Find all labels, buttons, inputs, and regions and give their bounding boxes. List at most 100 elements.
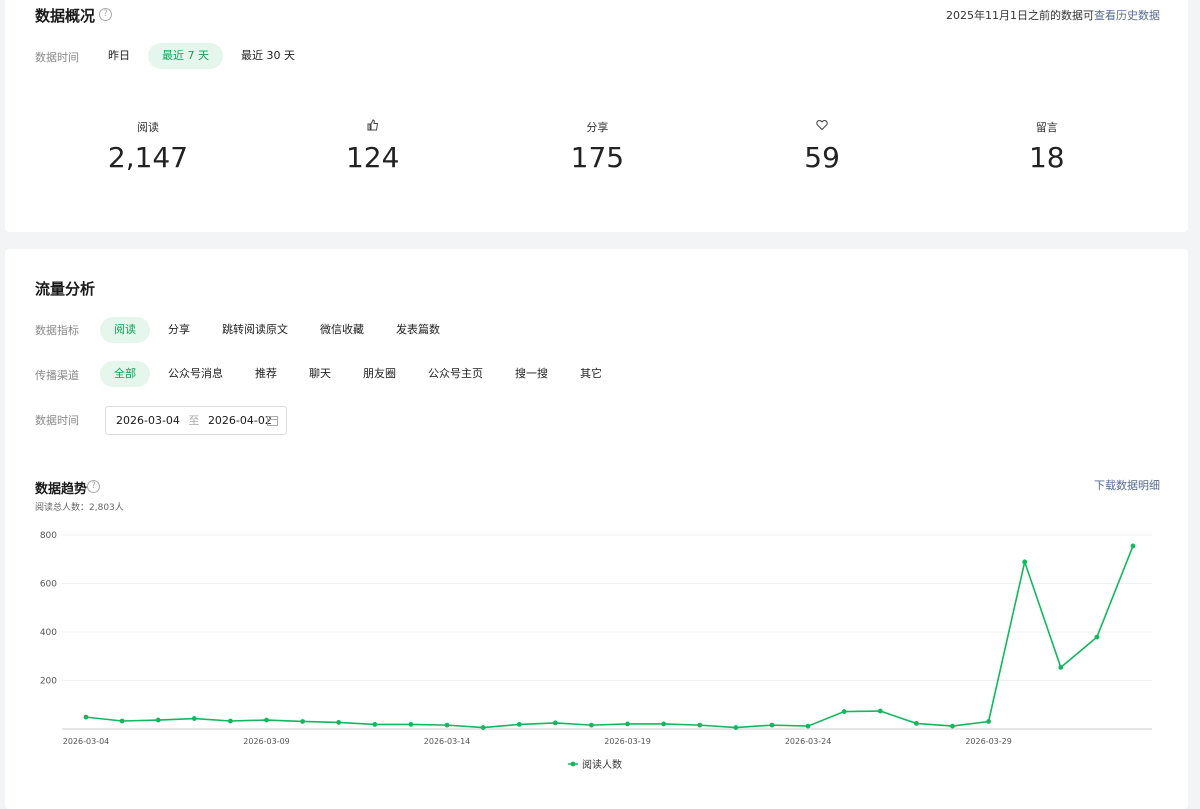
history-note: 2025年11月1日之前的数据可查看历史数据 (946, 7, 1160, 23)
date-sep: 至 (188, 414, 200, 427)
stat-value: 18 (1028, 141, 1065, 174)
channel-label: 传播渠道 (35, 369, 79, 382)
data-point (264, 717, 269, 723)
tab[interactable]: 昨日 (108, 49, 130, 62)
data-point (697, 722, 703, 728)
tab[interactable]: 微信收藏 (320, 323, 364, 336)
history-link[interactable]: 查看历史数据 (1094, 9, 1160, 22)
overview-card (5, 0, 1188, 232)
data-point (841, 709, 847, 714)
stat-label: 分享 (586, 121, 609, 134)
tab[interactable]: 最近 7 天 (148, 43, 223, 69)
stat-value: 175 (570, 141, 625, 174)
stat-icon (722, 119, 922, 135)
tab[interactable]: 全部 (100, 361, 150, 387)
tab[interactable]: 朋友圈 (363, 367, 396, 380)
date-end: 2026-04-02 (207, 414, 272, 427)
tab[interactable]: 阅读 (100, 317, 150, 343)
data-point (625, 721, 630, 727)
stat-value: 124 (345, 141, 400, 174)
tab[interactable]: 发表篇数 (396, 323, 440, 336)
data-point (769, 722, 775, 728)
time-tabs: 昨日 最近 7 天 最近 30 天 (94, 43, 309, 69)
data-point (336, 720, 342, 725)
data-point (155, 717, 161, 723)
stat-label: 留言 (1035, 121, 1058, 134)
page: 数据概况 html,body{margin:0;padding:0;} body… (5, 0, 1188, 809)
data-point (119, 718, 125, 724)
date-label: 数据时间 (35, 414, 79, 427)
legend-dot (570, 761, 576, 767)
x-tick-label: 2026-03-19 (604, 737, 651, 746)
y-tick-label: 600 (40, 580, 57, 590)
x-tick-label: 2026-03-24 (785, 737, 832, 746)
metric-tabs: 阅读 分享 跳转阅读原文 微信收藏 发表篇数 (100, 317, 454, 343)
data-point (1130, 543, 1136, 549)
data-point (986, 719, 991, 724)
y-tick-label: 400 (40, 628, 57, 638)
calendar-icon (267, 416, 278, 426)
stat: 分享 175 (497, 119, 697, 174)
help-icon[interactable]: ? (99, 8, 112, 21)
tab[interactable]: 分享 (168, 323, 190, 336)
traffic-title: 流量分析 (35, 280, 96, 298)
data-point (1094, 634, 1100, 640)
legend-label: 阅读人数 (582, 758, 622, 771)
stat: 留言 18 (947, 119, 1147, 174)
data-point (733, 725, 739, 730)
data-point (805, 723, 811, 729)
stat-label: 阅读 (137, 121, 159, 134)
stat: 124 (273, 119, 473, 174)
data-point (444, 722, 450, 728)
data-point (191, 716, 197, 721)
y-tick-label: 200 (40, 677, 57, 687)
data-point (589, 722, 594, 728)
tab[interactable]: 公众号主页 (428, 367, 483, 380)
body: {"overview":{"title":"数据概况","history_not… (5, 0, 1188, 809)
tab[interactable]: 公众号消息 (168, 367, 223, 380)
stat: 阅读 2,147 (48, 119, 248, 174)
tab[interactable]: 最近 30 天 (241, 49, 295, 62)
chart-subtitle: 阅读总人数：2,803人 (35, 503, 124, 513)
help-icon[interactable]: ? (87, 480, 100, 493)
date-start: 2026-03-04 (116, 414, 180, 427)
traffic-card (5, 249, 1188, 809)
metric-label: 数据指标 (35, 324, 79, 337)
history-note-text: 2025年11月1日之前的数据可 (946, 9, 1094, 22)
data-point (228, 718, 233, 724)
overview-title: 数据概况 (35, 7, 96, 25)
x-tick-label: 2026-03-29 (965, 737, 1012, 746)
data-point (83, 714, 89, 720)
data-point (1058, 665, 1064, 670)
data-point (552, 720, 558, 726)
tab[interactable]: 聊天 (309, 367, 331, 380)
data-point (300, 719, 306, 724)
channel-tabs: 全部 公众号消息 推荐 聊天 朋友圈 公众号主页 搜一搜 其它 (100, 361, 616, 387)
x-tick-label: 2026-03-04 (63, 737, 110, 746)
data-point (408, 721, 414, 727)
tab[interactable]: 推荐 (255, 367, 277, 380)
download-link[interactable]: 下载数据明细 (1094, 479, 1160, 492)
time-label: 数据时间 (35, 51, 79, 64)
data-point (372, 721, 378, 727)
chart-title: 数据趋势 (35, 482, 88, 497)
stat-icon (273, 119, 473, 135)
stat-value: 2,147 (107, 141, 189, 174)
data-point (877, 708, 883, 714)
data-point (516, 721, 522, 727)
data-point (913, 721, 919, 726)
data-point (661, 721, 667, 727)
chart: 200 400 600 800 2026-03-04 2026-03-09 2026-03-… (40, 531, 1152, 771)
stat-value: 59 (804, 141, 840, 174)
tab[interactable]: 跳转阅读原文 (222, 323, 288, 336)
data-point (1022, 559, 1028, 565)
tab[interactable]: 其它 (580, 367, 602, 380)
x-tick-label: 2026-03-14 (424, 737, 471, 746)
data-point (480, 725, 486, 730)
date-picker[interactable]: 2026-03-04 至 2026-04-02 (105, 406, 287, 435)
series-line (85, 545, 1134, 729)
stat: 59 (722, 119, 922, 174)
tab[interactable]: 搜一搜 (515, 367, 548, 380)
x-tick-label: 2026-03-09 (243, 737, 290, 746)
data-point (950, 723, 955, 729)
